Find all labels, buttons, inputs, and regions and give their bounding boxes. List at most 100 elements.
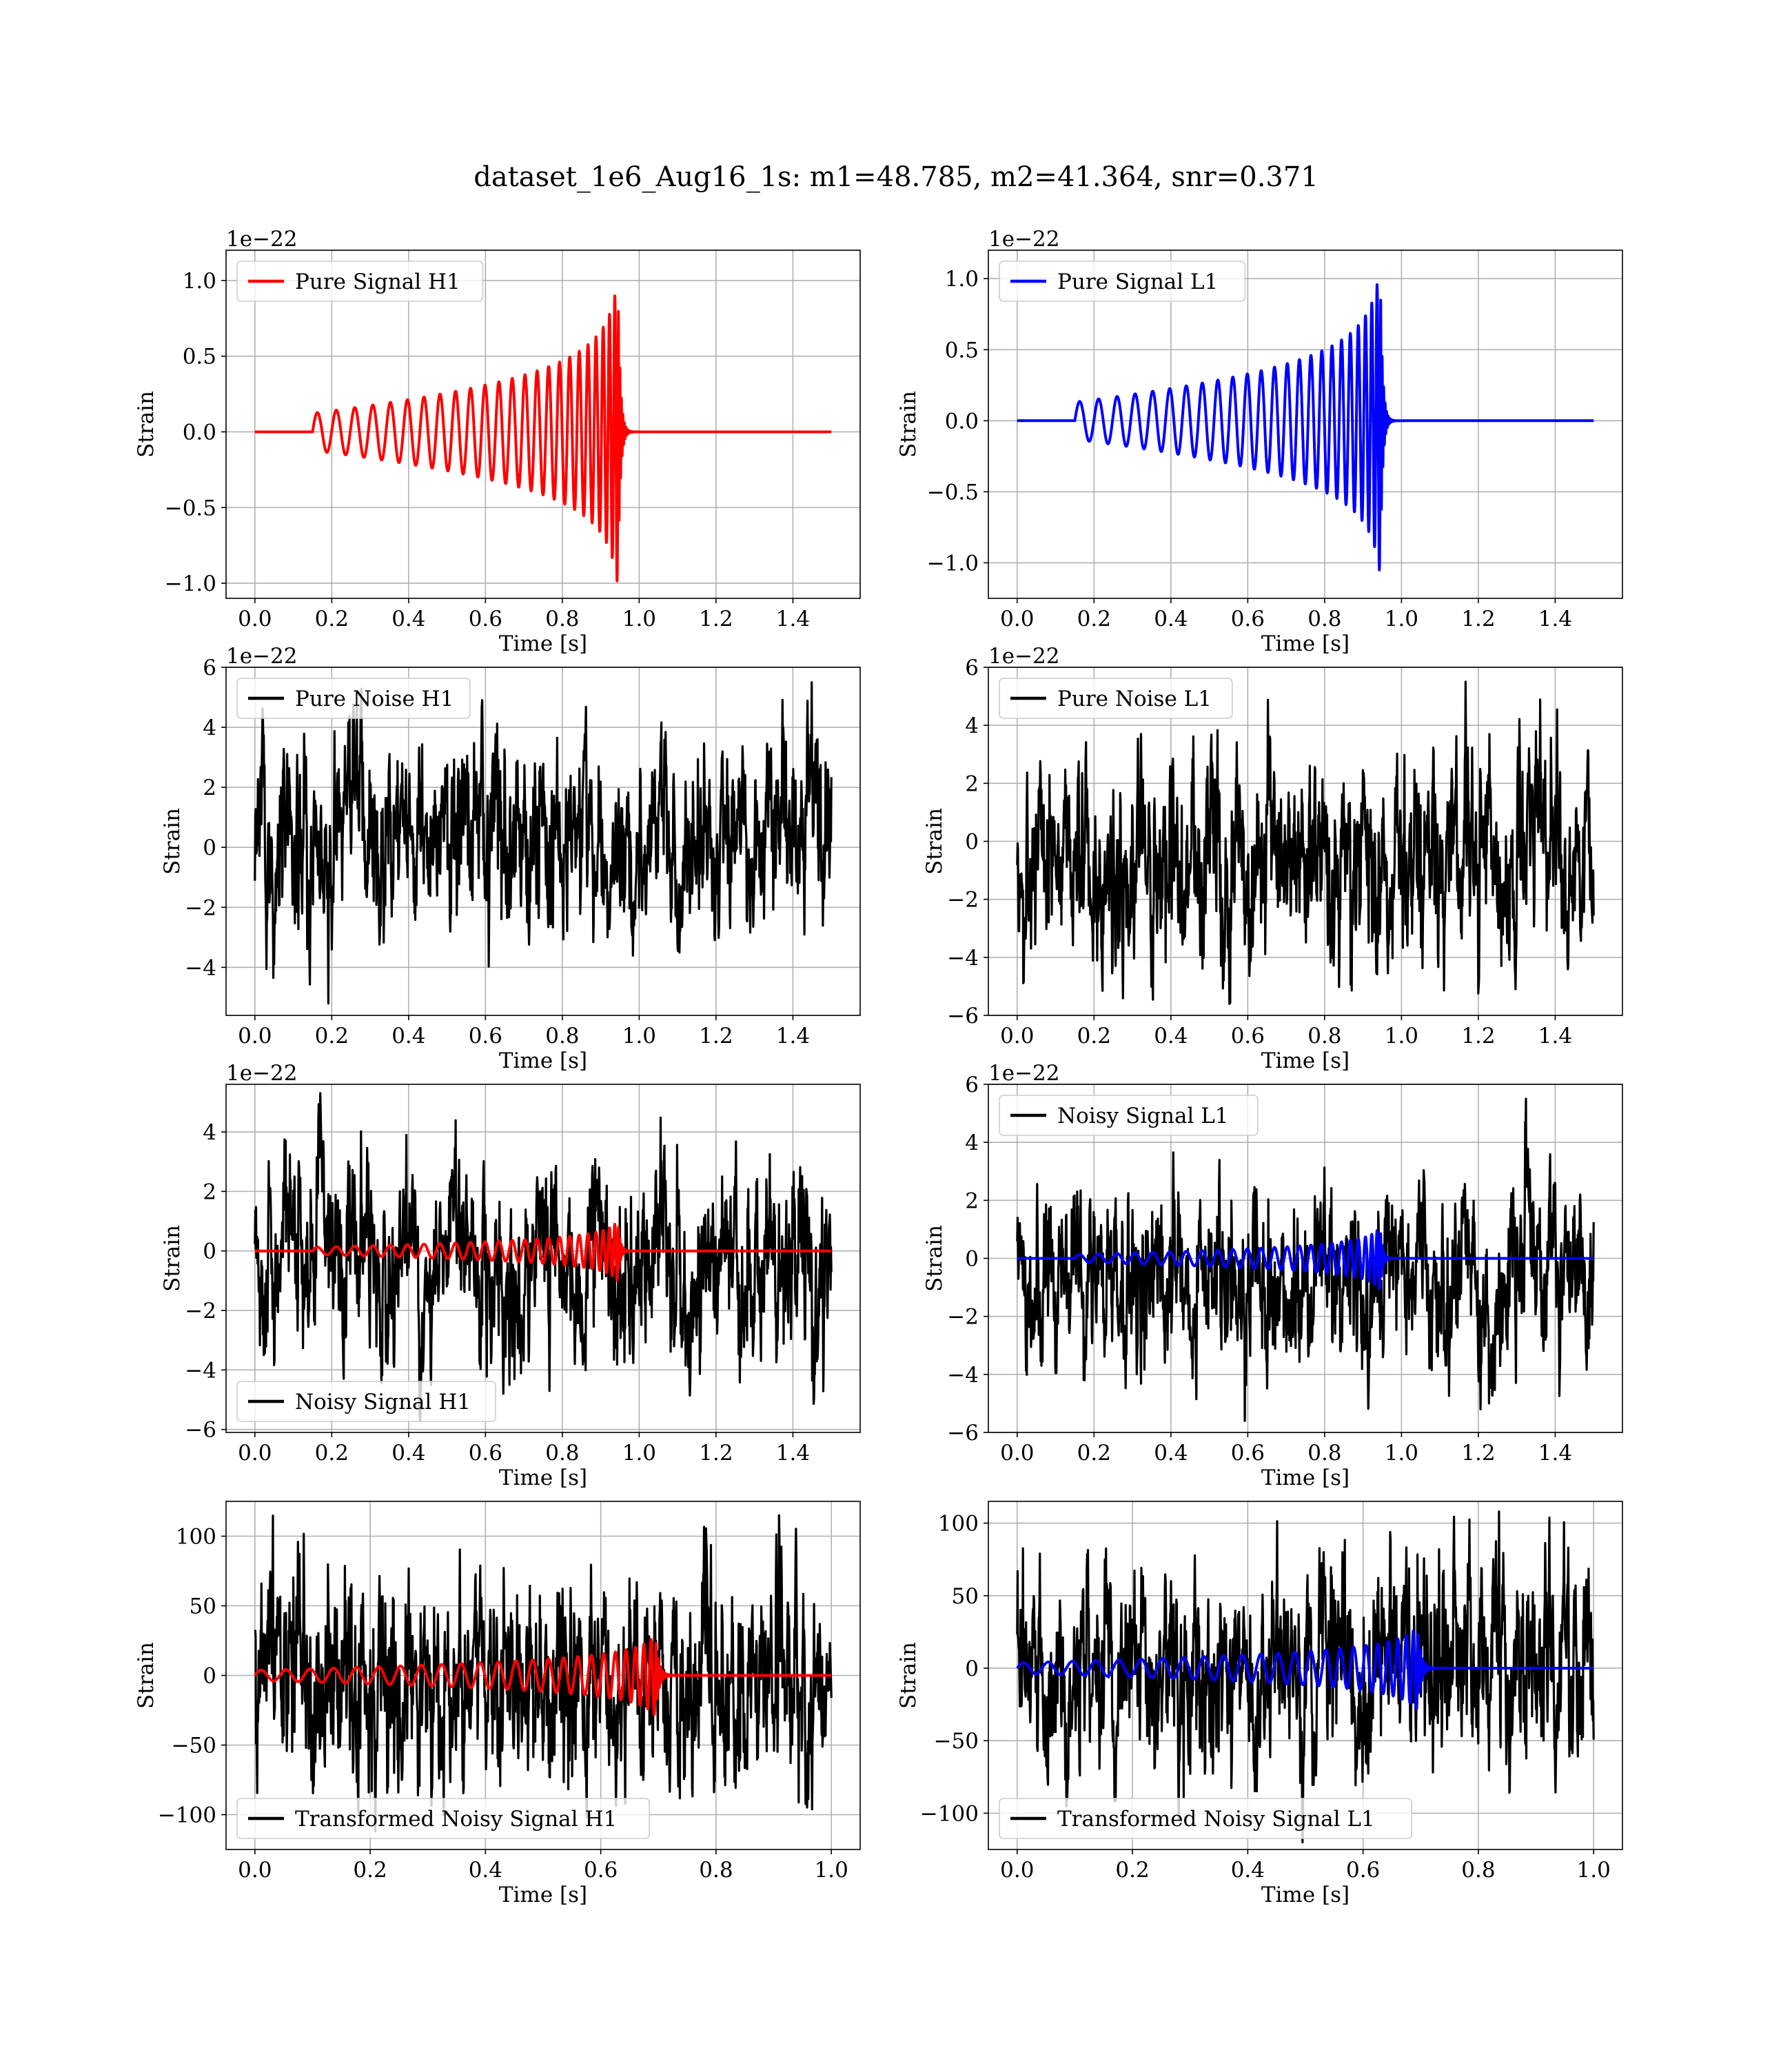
x-tick-label: 0.6 bbox=[469, 1441, 502, 1466]
y-tick-label: −0.5 bbox=[927, 480, 979, 505]
x-tick-label: 1.0 bbox=[815, 1858, 848, 1883]
y-tick-label: 6 bbox=[965, 656, 979, 680]
y-tick-label: 0 bbox=[965, 1656, 979, 1681]
legend: Pure Noise H1 bbox=[236, 678, 471, 719]
offset-label: 1e−22 bbox=[988, 644, 1060, 669]
legend: Pure Signal L1 bbox=[999, 261, 1246, 302]
plot-area bbox=[254, 294, 833, 582]
x-tick-label: 1.2 bbox=[699, 1441, 733, 1466]
y-tick-label: −2 bbox=[947, 1305, 979, 1330]
x-tick-label: 0.4 bbox=[391, 607, 425, 631]
legend-frame bbox=[236, 261, 484, 302]
y-tick-label: 2 bbox=[203, 1179, 216, 1204]
legend: Transformed Noisy Signal L1 bbox=[999, 1798, 1413, 1839]
y-tick-label: −50 bbox=[934, 1729, 979, 1754]
series-line-signal bbox=[254, 294, 833, 582]
axes-frame bbox=[988, 250, 1623, 599]
legend-frame bbox=[236, 678, 471, 719]
series-line-signal bbox=[1016, 1629, 1595, 1711]
x-tick-label: 0.6 bbox=[1346, 1858, 1380, 1883]
panel-pure-signal-h1: 0.0 0.2 0.4 0.6 0.8 1.0 1.2 1.4 −1.0 −0.5 0.0 0.5 1.… bbox=[134, 227, 861, 656]
y-tick-label: 1.0 bbox=[945, 267, 979, 292]
x-tick-label: 0.2 bbox=[1077, 1441, 1111, 1466]
x-tick-label: 1.0 bbox=[1577, 1858, 1611, 1883]
y-tick-label: 100 bbox=[176, 1525, 216, 1550]
x-axis-label: Time [s] bbox=[1261, 1466, 1350, 1490]
plot-area bbox=[254, 1514, 833, 1833]
legend-label: Pure Signal H1 bbox=[295, 270, 460, 294]
x-tick-label: 0.0 bbox=[1000, 607, 1034, 631]
series-line-noise bbox=[254, 1514, 833, 1833]
legend: Noisy Signal H1 bbox=[236, 1381, 496, 1422]
x-tick-label: 0.0 bbox=[1000, 1024, 1034, 1048]
x-tick-label: 1.4 bbox=[776, 1441, 810, 1466]
y-tick-label: 6 bbox=[203, 656, 216, 680]
plot-area bbox=[1016, 1097, 1595, 1422]
y-tick-label: 0 bbox=[203, 835, 216, 860]
x-tick-label: 0.8 bbox=[545, 607, 579, 631]
panel-transformed-noisy-signal-l1: 0.0 0.2 0.4 0.6 0.8 1.0 −100 −50 0 50 100 Time [s] S… bbox=[896, 1501, 1623, 1907]
x-tick-label: 0.4 bbox=[1154, 1441, 1188, 1466]
y-axis-label: Strain bbox=[896, 391, 921, 458]
y-axis-label: Strain bbox=[922, 808, 947, 875]
x-tick-label: 1.0 bbox=[1385, 1024, 1418, 1048]
y-tick-label: −1.0 bbox=[927, 551, 979, 576]
y-tick-label: 0 bbox=[203, 1239, 216, 1264]
legend: Pure Signal H1 bbox=[236, 261, 484, 302]
panel-pure-noise-l1: 0.0 0.2 0.4 0.6 0.8 1.0 1.2 1.4 −6 −4 −2 0 2 4 6 Time [… bbox=[922, 644, 1623, 1073]
plot-area bbox=[1016, 680, 1595, 1005]
series-line-noise bbox=[254, 681, 833, 1005]
x-tick-label: 1.2 bbox=[699, 1024, 733, 1048]
y-tick-label: 4 bbox=[203, 1120, 216, 1145]
y-tick-label: 100 bbox=[938, 1512, 979, 1537]
x-tick-label: 0.8 bbox=[1307, 1024, 1341, 1048]
panel-pure-signal-l1: 0.0 0.2 0.4 0.6 0.8 1.0 1.2 1.4 −1.0 −0.5 0.0 0.5 1.… bbox=[896, 227, 1623, 656]
series-line-signal bbox=[1016, 283, 1595, 571]
y-tick-label: −50 bbox=[172, 1734, 216, 1758]
panel-noisy-signal-l1: 0.0 0.2 0.4 0.6 0.8 1.0 1.2 1.4 −6 −4 −2 0 2 4 6 Time [… bbox=[922, 1061, 1623, 1490]
x-tick-label: 1.4 bbox=[1538, 1441, 1572, 1466]
offset-label: 1e−22 bbox=[988, 227, 1060, 252]
y-axis-label: Strain bbox=[134, 1642, 159, 1709]
x-tick-label: 0.0 bbox=[1000, 1441, 1034, 1466]
x-tick-label: 0.4 bbox=[469, 1858, 502, 1883]
legend: Noisy Signal L1 bbox=[999, 1095, 1259, 1136]
x-tick-label: 0.8 bbox=[545, 1024, 579, 1048]
legend-label: Pure Noise L1 bbox=[1057, 687, 1212, 711]
y-tick-label: 4 bbox=[203, 716, 216, 740]
y-tick-label: 0.5 bbox=[945, 338, 979, 363]
y-tick-label: −4 bbox=[947, 946, 979, 971]
y-tick-label: −4 bbox=[185, 1358, 216, 1383]
axes-frame bbox=[225, 1084, 861, 1433]
x-tick-label: 0.2 bbox=[315, 1441, 349, 1466]
x-tick-label: 0.2 bbox=[1077, 607, 1111, 631]
x-tick-label: 0.2 bbox=[1077, 1024, 1111, 1048]
x-tick-label: 0.4 bbox=[1154, 1024, 1188, 1048]
x-tick-label: 0.6 bbox=[469, 1024, 502, 1048]
y-tick-label: −0.5 bbox=[165, 496, 216, 520]
x-tick-label: 0.2 bbox=[315, 607, 349, 631]
x-tick-label: 0.4 bbox=[1231, 1858, 1265, 1883]
plot-area bbox=[254, 1092, 833, 1422]
y-tick-label: −6 bbox=[947, 1004, 979, 1028]
legend-label: Pure Signal L1 bbox=[1057, 270, 1218, 294]
x-tick-label: 0.6 bbox=[469, 607, 502, 631]
series-line-noise bbox=[1016, 680, 1595, 1005]
x-tick-label: 1.2 bbox=[1461, 607, 1495, 631]
y-tick-label: −2 bbox=[185, 1299, 216, 1324]
legend: Transformed Noisy Signal H1 bbox=[236, 1798, 651, 1839]
x-tick-label: 0.4 bbox=[1154, 607, 1188, 631]
y-axis-label: Strain bbox=[160, 808, 185, 875]
panel-pure-noise-h1: 0.0 0.2 0.4 0.6 0.8 1.0 1.2 1.4 −4 −2 0 2 4 6 Time [s]… bbox=[160, 644, 861, 1073]
y-tick-label: 50 bbox=[190, 1594, 216, 1619]
y-tick-label: −2 bbox=[947, 888, 979, 913]
legend-frame bbox=[999, 678, 1233, 719]
y-tick-label: 0 bbox=[965, 1247, 979, 1272]
offset-label: 1e−22 bbox=[226, 644, 298, 669]
x-axis-label: Time [s] bbox=[499, 631, 587, 656]
x-tick-label: 0.2 bbox=[315, 1024, 349, 1048]
x-axis-label: Time [s] bbox=[499, 1048, 587, 1073]
series-line-signal bbox=[254, 1638, 833, 1716]
x-tick-label: 1.4 bbox=[1538, 607, 1572, 631]
